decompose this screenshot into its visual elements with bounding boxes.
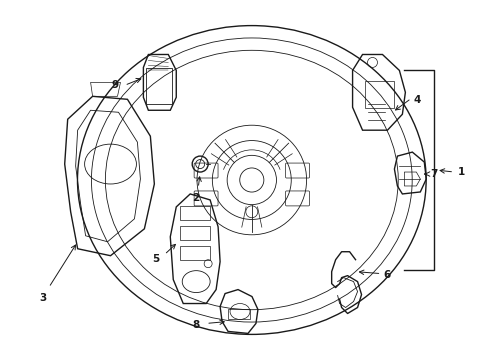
Text: 8: 8 [192, 320, 200, 330]
Text: 6: 6 [383, 270, 390, 280]
Text: 5: 5 [151, 254, 159, 264]
Text: 3: 3 [39, 293, 46, 302]
Text: 4: 4 [413, 95, 420, 105]
Text: 1: 1 [457, 167, 464, 177]
Text: 9: 9 [112, 80, 119, 90]
Text: 2: 2 [192, 193, 200, 203]
Text: 7: 7 [430, 169, 437, 179]
